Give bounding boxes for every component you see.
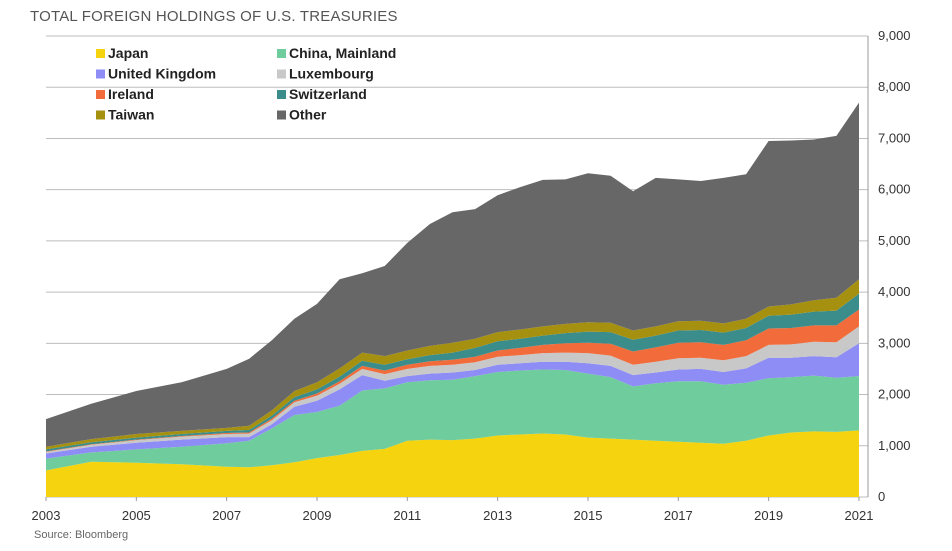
legend-label-switzerland: Switzerland: [289, 86, 367, 102]
y-tick-label: 6,000: [878, 182, 911, 197]
area-united-kingdom: [46, 343, 859, 459]
axes: 0 1,000 2,000 3,000 4,000 5,000 6,000 7,000 8,00…: [32, 28, 911, 523]
legend-swatch-taiwan: [96, 110, 105, 120]
legend-swatch-japan: [96, 49, 105, 58]
x-tick-label: 2017: [664, 508, 693, 523]
legend-label-luxembourg: Luxembourg: [289, 66, 374, 82]
legend-label-united-kingdom: United Kingdom: [108, 66, 216, 82]
source-note: Source: Bloomberg: [34, 529, 129, 541]
legend-swatch-ireland: [96, 90, 105, 99]
chart-title: TOTAL FOREIGN HOLDINGS OF U.S. TREASURIE…: [30, 8, 398, 25]
legend-swatch-switzerland: [277, 90, 286, 99]
y-tick-label: 7,000: [878, 130, 911, 145]
area-series: [46, 102, 859, 497]
y-tick-label: 3,000: [878, 335, 911, 350]
legend-swatch-united-kingdom: [96, 69, 105, 79]
legend: Japan China, Mainland United Kingdom Luxemb…: [96, 45, 396, 123]
area-china-mainland: [46, 369, 859, 471]
legend-label-other: Other: [289, 107, 327, 123]
legend-swatch-luxembourg: [277, 69, 286, 79]
x-tick-label: 2019: [754, 508, 783, 523]
legend-label-taiwan: Taiwan: [108, 107, 154, 123]
area-japan: [46, 430, 859, 497]
legend-swatch-other: [277, 110, 286, 120]
x-tick-label: 2007: [212, 508, 241, 523]
y-tick-label: 9,000: [878, 28, 911, 43]
x-tick-label: 2009: [303, 508, 332, 523]
x-tick-label: 2011: [393, 508, 421, 523]
y-tick-label: 8,000: [878, 79, 911, 94]
y-tick-label: 1,000: [878, 438, 911, 453]
legend-label-ireland: Ireland: [108, 86, 154, 102]
legend-label-china-mainland: China, Mainland: [289, 45, 396, 61]
x-tick-label: 2015: [574, 508, 603, 523]
x-tick-label: 2013: [483, 508, 512, 523]
x-tick-label: 2003: [32, 508, 61, 523]
y-tick-label: 5,000: [878, 233, 911, 248]
area-other: [46, 102, 859, 447]
legend-swatch-china-mainland: [277, 49, 286, 58]
x-tick-label: 2005: [122, 508, 151, 523]
y-tick-label: 0: [878, 489, 885, 504]
x-tick-label: 2021: [845, 508, 874, 523]
y-tick-label: 2,000: [878, 387, 911, 402]
legend-label-japan: Japan: [108, 45, 148, 61]
y-tick-label: 4,000: [878, 284, 911, 299]
